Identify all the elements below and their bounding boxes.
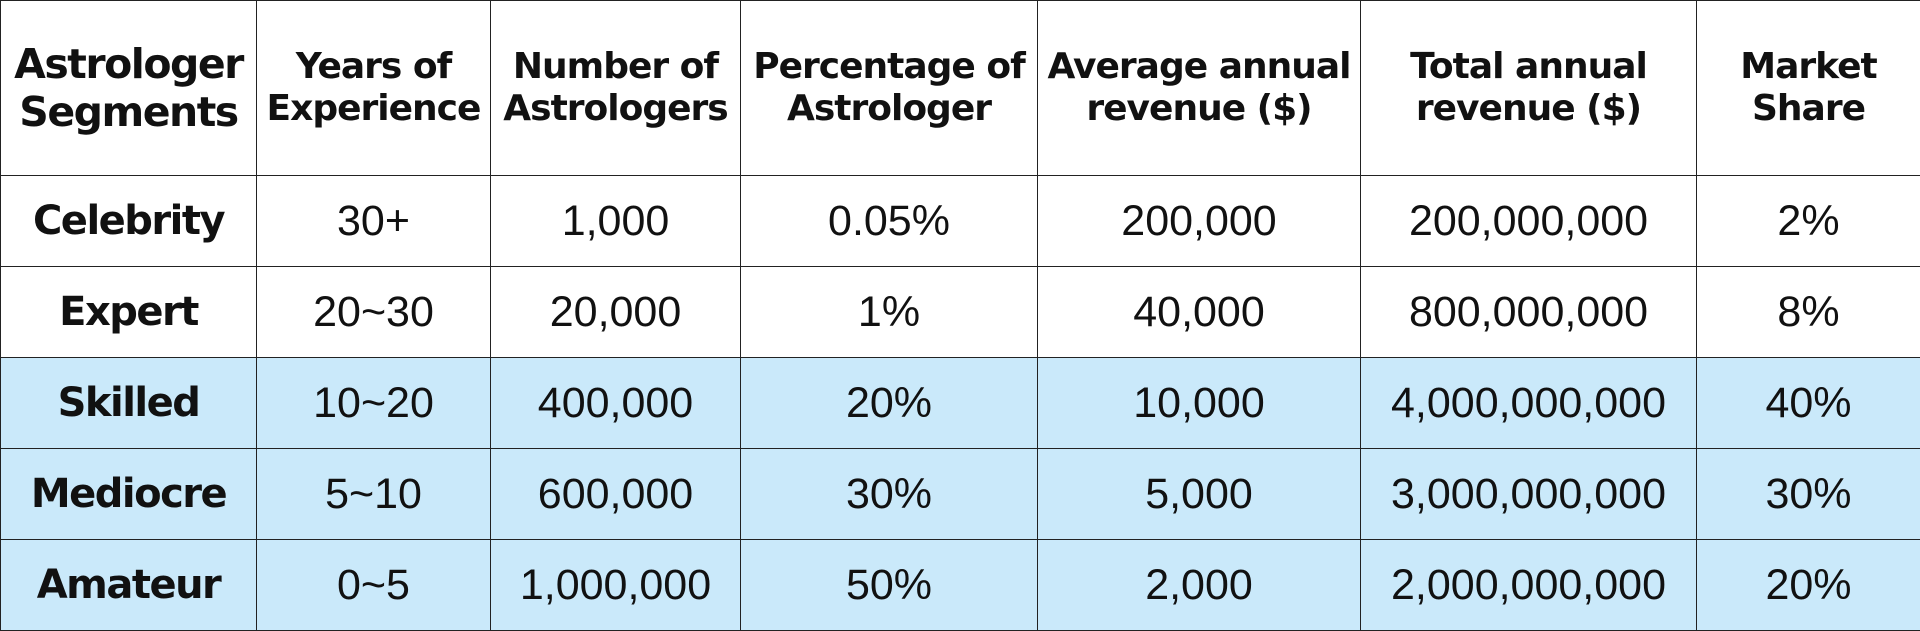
percentage-cell: 30% [740,448,1038,540]
column-header-total-annual-revenue: Total annual revenue ($) [1360,0,1697,176]
table-row: Expert 20~30 20,000 1% 40,000 800,000,000 8% [0,266,1920,358]
table-body: Celebrity 30+ 1,000 0.05% 200,000 200,000,000… [0,175,1920,631]
years-of-experience-cell: 10~20 [256,357,491,449]
header-row: Astrologer Segments Years of Experience … [0,0,1920,176]
market-share-cell: 30% [1696,448,1920,540]
market-share-cell: 20% [1696,539,1920,631]
years-of-experience-cell: 20~30 [256,266,491,358]
table-row: Mediocre 5~10 600,000 30% 5,000 3,000,000,000… [0,448,1920,540]
market-share-cell: 40% [1696,357,1920,449]
number-of-astrologers-cell: 1,000 [490,175,741,267]
table-row: Amateur 0~5 1,000,000 50% 2,000 2,000,000,000… [0,539,1920,631]
segment-cell: Expert [0,266,257,358]
percentage-cell: 50% [740,539,1038,631]
total-revenue-cell: 800,000,000 [1360,266,1697,358]
column-header-average-annual-revenue: Average annual revenue ($) [1037,0,1361,176]
total-revenue-cell: 3,000,000,000 [1360,448,1697,540]
table-row: Celebrity 30+ 1,000 0.05% 200,000 200,000,000… [0,175,1920,267]
total-revenue-cell: 200,000,000 [1360,175,1697,267]
column-header-years-of-experience: Years of Experience [256,0,491,176]
average-revenue-cell: 200,000 [1037,175,1361,267]
percentage-cell: 1% [740,266,1038,358]
number-of-astrologers-cell: 1,000,000 [490,539,741,631]
number-of-astrologers-cell: 600,000 [490,448,741,540]
number-of-astrologers-cell: 20,000 [490,266,741,358]
table-row: Skilled 10~20 400,000 20% 10,000 4,000,000,00… [0,357,1920,449]
total-revenue-cell: 2,000,000,000 [1360,539,1697,631]
percentage-cell: 20% [740,357,1038,449]
market-share-cell: 2% [1696,175,1920,267]
percentage-cell: 0.05% [740,175,1038,267]
segment-cell: Mediocre [0,448,257,540]
column-header-number-of-astrologers: Number of Astrologers [490,0,741,176]
average-revenue-cell: 2,000 [1037,539,1361,631]
number-of-astrologers-cell: 400,000 [490,357,741,449]
segment-cell: Amateur [0,539,257,631]
column-header-percentage-of-astrologer: Percentage of Astrologer [740,0,1038,176]
market-share-cell: 8% [1696,266,1920,358]
years-of-experience-cell: 5~10 [256,448,491,540]
years-of-experience-cell: 30+ [256,175,491,267]
average-revenue-cell: 40,000 [1037,266,1361,358]
average-revenue-cell: 5,000 [1037,448,1361,540]
column-header-astrologer-segments: Astrologer Segments [0,0,257,176]
column-header-market-share: Market Share [1696,0,1920,176]
years-of-experience-cell: 0~5 [256,539,491,631]
segment-cell: Celebrity [0,175,257,267]
average-revenue-cell: 10,000 [1037,357,1361,449]
segment-cell: Skilled [0,357,257,449]
total-revenue-cell: 4,000,000,000 [1360,357,1697,449]
